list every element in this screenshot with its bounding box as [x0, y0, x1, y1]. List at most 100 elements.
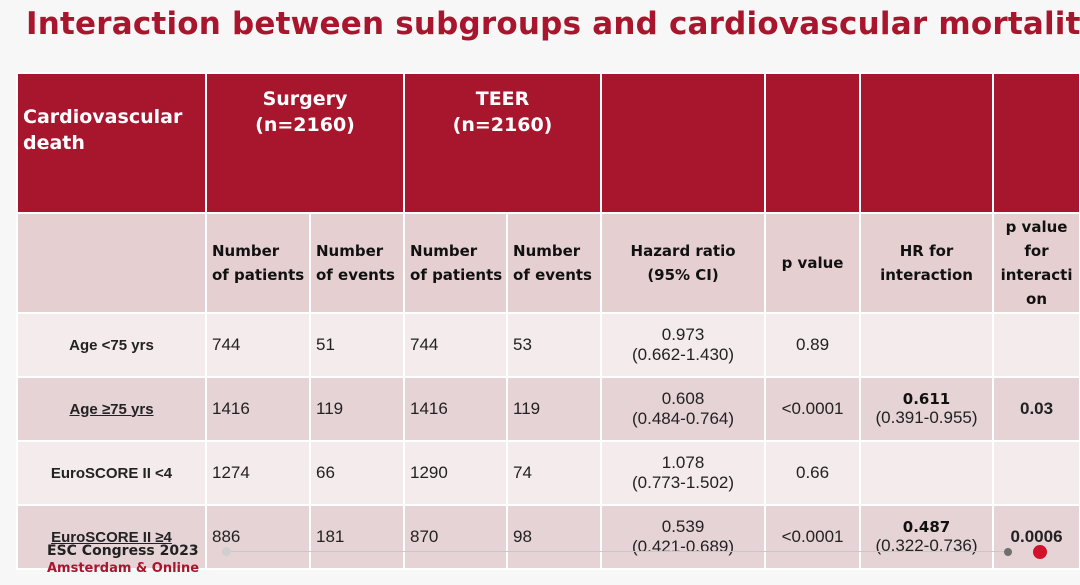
- cell-surgery-patients: 1274: [205, 440, 311, 506]
- cell-p-value: 0.66: [764, 440, 862, 506]
- cell-p-interaction: 0.0006: [992, 504, 1080, 570]
- cell-p-interaction: 0.03: [992, 376, 1080, 442]
- congress-location: Amsterdam & Online: [47, 561, 200, 576]
- cell-surgery-events: 66: [308, 440, 406, 506]
- hr-interaction-value: 0.611: [902, 390, 951, 408]
- header-row: Cardiovascular death Surgery (n=2160) TE…: [16, 72, 1080, 214]
- subheader-text: interacti: [1000, 266, 1073, 284]
- hr-interaction-ci: (0.322-0.736): [875, 536, 978, 555]
- subheader-text: on: [1026, 290, 1048, 308]
- header-surgery-n: (n=2160): [255, 114, 355, 136]
- cell-hr-interaction: [859, 312, 995, 378]
- slide-title: Interaction between subgroups and cardio…: [26, 6, 1080, 42]
- cell-hazard-ratio: 0.539 (0.421-0.689): [600, 504, 767, 570]
- cell-p-value: <0.0001: [764, 504, 862, 570]
- subheader-text: for: [1024, 242, 1049, 260]
- subheader-surgery-events: Number of events: [308, 212, 406, 314]
- subheader-text: Number: [316, 242, 384, 260]
- cell-teer-events: 74: [506, 440, 603, 506]
- subheader-teer-events: Number of events: [506, 212, 603, 314]
- subheader-hazard-ratio: Hazard ratio (95% CI): [600, 212, 767, 314]
- header-teer-n: (n=2160): [452, 114, 553, 136]
- hr-interaction-ci: (0.391-0.955): [875, 408, 978, 427]
- header-teer-title: TEER: [475, 88, 530, 110]
- header-row-label-line1: Cardiovascular: [23, 106, 183, 128]
- progress-current-dot: [1033, 545, 1047, 559]
- header-surgery-title: Surgery: [262, 88, 348, 110]
- hazard-ratio-ci: (0.484-0.764): [631, 409, 735, 428]
- cell-hazard-ratio: 0.608 (0.484-0.764): [600, 376, 767, 442]
- cell-hr-interaction: [859, 440, 995, 506]
- cell-p-interaction: [992, 440, 1080, 506]
- subheader-text: interaction: [880, 266, 973, 284]
- header-surgery: Surgery (n=2160): [204, 72, 406, 214]
- subheader-text: of events: [316, 266, 395, 284]
- cell-teer-patients: 1416: [403, 376, 509, 442]
- header-teer: TEER (n=2160): [403, 72, 603, 214]
- cell-p-value: <0.0001: [764, 376, 862, 442]
- cell-surgery-events: 119: [308, 376, 406, 442]
- cell-p-value: 0.89: [764, 312, 862, 378]
- table-row: Age <75 yrs 744 51 744 53 0.973 (0.662-1…: [16, 312, 1080, 378]
- header-empty: [600, 72, 767, 214]
- hazard-ratio-ci: (0.421-0.689): [631, 537, 735, 556]
- hazard-ratio-ci: (0.773-1.502): [631, 473, 735, 492]
- subheader-text: Number: [513, 242, 581, 260]
- results-table: Cardiovascular death Surgery (n=2160) TE…: [16, 72, 1080, 570]
- cell-surgery-patients: 886: [205, 504, 311, 570]
- hazard-ratio-value: 0.608: [661, 389, 705, 408]
- subheader-text: of patients: [212, 266, 305, 284]
- subheader-text: of patients: [410, 266, 503, 284]
- hazard-ratio-value: 0.973: [661, 325, 705, 344]
- cell-surgery-events: 51: [308, 312, 406, 378]
- row-label: EuroSCORE II <4: [16, 440, 207, 506]
- subheader-teer-patients: Number of patients: [403, 212, 509, 314]
- hr-interaction-value: 0.487: [902, 518, 951, 536]
- cell-surgery-patients: 1416: [205, 376, 311, 442]
- subheader-row: Number of patients Number of events Numb…: [16, 212, 1080, 314]
- cell-p-interaction: [992, 312, 1080, 378]
- subheader-text: p value: [1005, 218, 1068, 236]
- subheader-p-value: p value: [764, 212, 862, 314]
- cell-teer-patients: 1290: [403, 440, 509, 506]
- row-label: EuroSCORE II ≥4: [16, 504, 207, 570]
- header-empty: [992, 72, 1080, 214]
- subheader-text: p value: [781, 254, 844, 272]
- cell-teer-events: 53: [506, 312, 603, 378]
- cell-surgery-patients: 744: [205, 312, 311, 378]
- table-row: EuroSCORE II <4 1274 66 1290 74 1.078 (0…: [16, 440, 1080, 506]
- footer-divider: [227, 551, 1007, 552]
- subheader-text: Number: [212, 242, 280, 260]
- congress-name: ESC Congress 2023: [47, 543, 199, 559]
- header-empty: [764, 72, 862, 214]
- row-label: Age <75 yrs: [16, 312, 207, 378]
- hazard-ratio-value: 1.078: [661, 453, 705, 472]
- progress-start-dot: [222, 547, 231, 556]
- cell-teer-patients: 870: [403, 504, 509, 570]
- table-row: EuroSCORE II ≥4 886 181 870 98 0.539 (0.…: [16, 504, 1080, 570]
- subheader-p-interaction: p value for interacti on: [992, 212, 1080, 314]
- cell-hazard-ratio: 1.078 (0.773-1.502): [600, 440, 767, 506]
- header-empty: [859, 72, 995, 214]
- cell-surgery-events: 181: [308, 504, 406, 570]
- subheader-empty: [16, 212, 207, 314]
- cell-hazard-ratio: 0.973 (0.662-1.430): [600, 312, 767, 378]
- row-label: Age ≥75 yrs: [16, 376, 207, 442]
- progress-dot: [1004, 548, 1012, 556]
- cell-teer-events: 98: [506, 504, 603, 570]
- cell-teer-events: 119: [506, 376, 603, 442]
- subheader-surgery-patients: Number of patients: [205, 212, 311, 314]
- table-row: Age ≥75 yrs 1416 119 1416 119 0.608 (0.4…: [16, 376, 1080, 442]
- header-row-label-line2: death: [23, 132, 85, 154]
- subheader-text: Hazard ratio: [630, 242, 736, 260]
- cell-teer-patients: 744: [403, 312, 509, 378]
- hazard-ratio-ci: (0.662-1.430): [631, 345, 735, 364]
- subheader-text: Number: [410, 242, 478, 260]
- subheader-text: of events: [513, 266, 592, 284]
- subheader-hr-interaction: HR for interaction: [859, 212, 995, 314]
- cell-hr-interaction: 0.487 (0.322-0.736): [859, 504, 995, 570]
- subheader-text: HR for: [899, 242, 954, 260]
- subheader-text: (95% CI): [647, 266, 719, 284]
- header-row-label: Cardiovascular death: [16, 72, 207, 214]
- hazard-ratio-value: 0.539: [661, 517, 705, 536]
